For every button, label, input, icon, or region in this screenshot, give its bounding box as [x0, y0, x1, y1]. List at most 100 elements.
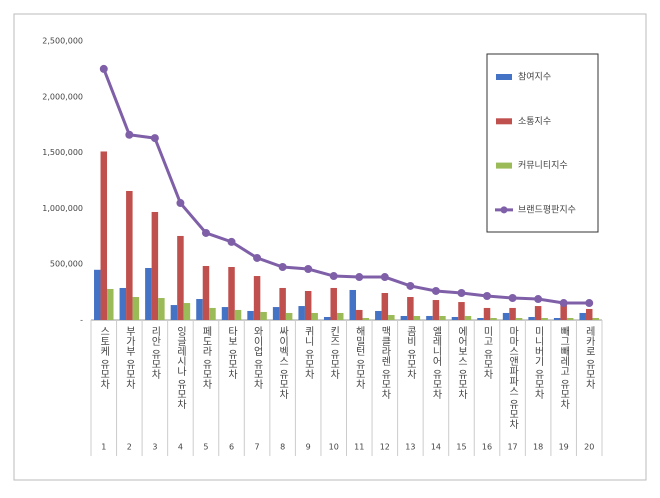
- bar: [349, 289, 357, 320]
- bar: [362, 317, 370, 320]
- bar: [560, 305, 567, 320]
- bar: [483, 307, 491, 320]
- bar: [234, 309, 242, 320]
- bar: [413, 315, 421, 320]
- x-tick-label: 부가부 유모차: [123, 326, 135, 390]
- x-tick-label: 리안 유모차: [149, 326, 161, 380]
- x-tick-label: 빼그빼레고 유모차: [558, 326, 570, 410]
- line-marker: [125, 130, 134, 139]
- rank-label: 20: [584, 443, 594, 452]
- line-marker: [329, 272, 338, 281]
- y-tick-label: -: [80, 316, 83, 325]
- line-marker: [227, 237, 236, 246]
- bar: [509, 307, 516, 320]
- bar: [107, 288, 114, 320]
- bar: [311, 312, 318, 320]
- line-marker: [176, 199, 185, 208]
- rank-label: 11: [354, 443, 364, 452]
- legend-swatch: [496, 74, 512, 80]
- x-tick-label: 페도라 유모차: [200, 326, 212, 390]
- rank-label: 9: [306, 443, 311, 452]
- bar: [304, 290, 312, 320]
- rank-label: 8: [280, 443, 285, 452]
- line-marker: [457, 288, 466, 297]
- line-marker: [508, 294, 517, 303]
- bar: [183, 303, 191, 320]
- legend-box: [486, 53, 599, 233]
- bar: [221, 307, 229, 320]
- rank-label: 1: [101, 443, 106, 452]
- line-marker: [559, 299, 568, 308]
- bar: [253, 276, 261, 320]
- bar: [502, 312, 510, 320]
- line-marker: [483, 292, 492, 301]
- bar: [375, 310, 382, 320]
- rank-label: 17: [507, 443, 517, 452]
- rank-label: 10: [329, 443, 339, 452]
- bar: [196, 299, 203, 320]
- x-tick-label: 잉글레시나 유모차: [174, 326, 186, 410]
- x-tick-label: 킨즈 유모차: [328, 326, 340, 380]
- y-tick-label: 2,500,000: [42, 37, 83, 46]
- bar: [592, 317, 599, 320]
- x-tick-label: 엘레니어 유모차: [430, 325, 442, 400]
- line-marker: [150, 134, 159, 143]
- bar: [298, 306, 305, 320]
- y-tick-label: 1,000,000: [42, 204, 83, 213]
- bar: [330, 287, 337, 320]
- bar: [202, 265, 210, 320]
- bar: [145, 267, 152, 320]
- bar: [228, 266, 235, 320]
- bar: [356, 309, 363, 320]
- bar: [579, 312, 586, 320]
- bar: [170, 305, 178, 320]
- bar: [336, 312, 344, 320]
- rank-label: 14: [431, 443, 441, 452]
- x-tick-label: 레카로 유모차: [583, 326, 595, 390]
- bar: [528, 316, 535, 320]
- line-marker: [99, 64, 108, 73]
- line: [102, 68, 590, 305]
- bar: [432, 300, 440, 320]
- x-tick-label: 에어보스 유모차: [455, 326, 467, 400]
- bar: [407, 297, 414, 320]
- bar: [439, 315, 446, 320]
- x-tick-label: 싸이벡스 유모차: [277, 326, 289, 400]
- bar: [323, 316, 331, 320]
- rank-label: 3: [152, 443, 157, 452]
- bar: [100, 151, 108, 320]
- legend-swatch: [496, 118, 512, 125]
- rank-label: 19: [559, 443, 569, 452]
- x-tick-label: 미고 유모차: [481, 326, 493, 380]
- rank-label: 2: [127, 443, 132, 452]
- bar: [177, 235, 184, 320]
- bar: [515, 317, 523, 320]
- x-tick-label: 퀴니 유모차: [302, 326, 314, 380]
- bar: [534, 306, 542, 320]
- bar: [541, 317, 548, 320]
- legend-label: 소통지수: [518, 116, 551, 127]
- y-tick-label: 1,500,000: [42, 148, 83, 157]
- bar: [458, 302, 465, 320]
- bar: [553, 317, 561, 320]
- bar: [94, 269, 101, 320]
- bar: [451, 316, 459, 320]
- line-marker: [355, 273, 364, 282]
- bar: [477, 317, 484, 320]
- bar: [388, 314, 395, 320]
- x-tick-label: 콤비 유모차: [404, 326, 416, 380]
- y-tick-label: 500,000: [50, 260, 83, 269]
- rank-label: 6: [229, 443, 234, 452]
- x-tick-label: 해밀턴 유모차: [353, 325, 365, 390]
- bar: [285, 312, 293, 320]
- bar: [566, 317, 574, 320]
- x-tick-label: 마마스앤파파스 유모차: [507, 326, 519, 430]
- line-marker: [380, 273, 389, 282]
- rank-label: 4: [178, 443, 183, 452]
- rank-label: 18: [533, 443, 543, 452]
- bar: [585, 308, 593, 320]
- bar: [247, 310, 254, 320]
- bar: [132, 297, 140, 320]
- line-marker: [278, 262, 287, 271]
